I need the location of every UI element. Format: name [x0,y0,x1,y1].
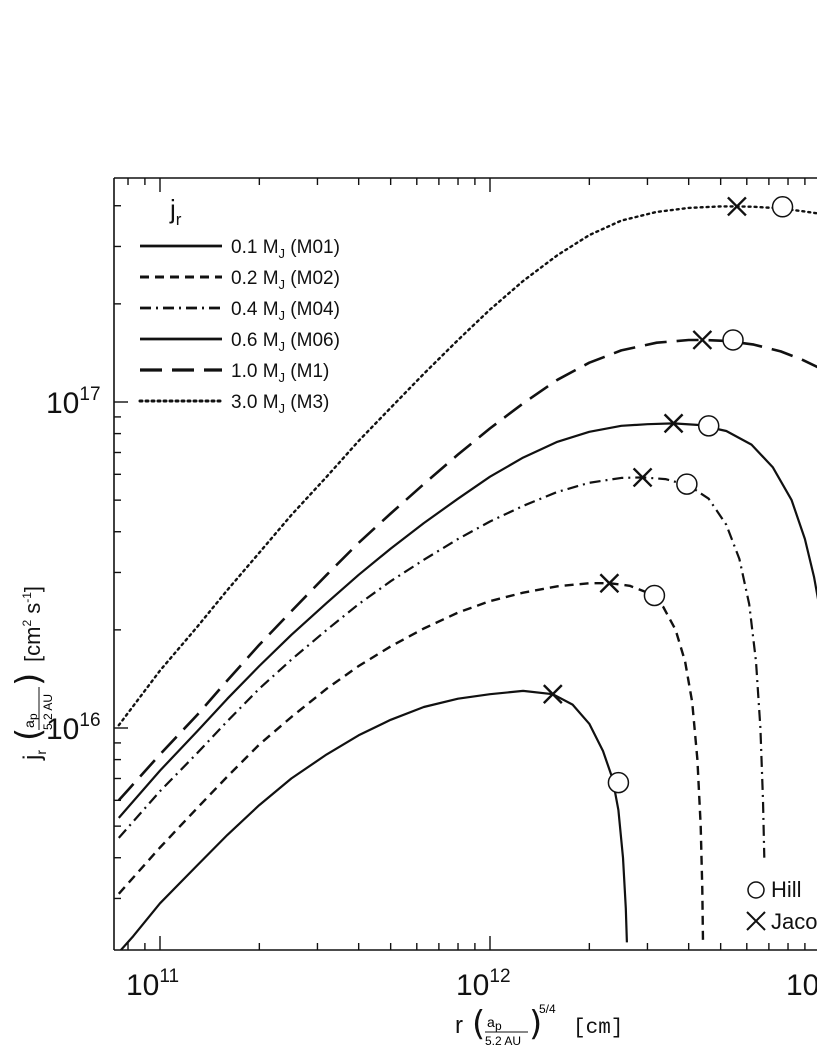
x-tick-label: 1011 [126,966,179,1002]
tick-labels: 1011 1012 10 1016 1017 [46,384,817,1002]
svg-text:p: p [495,1019,502,1033]
marker-legend: Hill Jaco [746,877,817,934]
svg-text:): ) [9,673,49,686]
hill-circle-marker [607,771,630,794]
series-line-2 [117,476,766,858]
svg-text:(: ( [9,728,49,741]
curve-markers [542,196,794,794]
legend-label-4: 1.0 MJ (M1) [231,361,329,385]
series-line-5 [117,205,817,727]
x-axis-label: r ( a p 5.2 AU ) 5/4 [cm] [455,1002,623,1048]
svg-text:[cm]: [cm] [573,1017,623,1040]
legend-title: jr [169,194,182,229]
data-series [117,205,817,950]
jacobi-cross-marker [632,467,653,488]
series-line-0 [119,689,628,950]
svg-text:p: p [26,713,40,720]
y-tick-label: 1016 [46,710,101,746]
jacobi-marker-legend-label: Jaco [771,909,817,934]
jacobi-cross-marker [727,196,747,217]
svg-text:): ) [529,1004,542,1044]
jacobi-cross-marker [599,573,620,594]
hill-circle-marker [676,473,698,495]
jacobi-cross-marker [692,330,713,350]
x-tick-label: 10 [786,969,817,1002]
legend-label-5: 3.0 MJ (M3) [231,392,329,416]
svg-text:5.2 AU: 5.2 AU [41,694,55,730]
svg-text:[cm2 s-1]: [cm2 s-1] [20,586,45,662]
jacobi-cross-marker [663,413,684,434]
series-line-4 [117,338,817,802]
legend-entries: 0.1 MJ (M01) 0.2 MJ (M02) 0.4 MJ (M04) 0.6 … [138,237,340,416]
hill-marker-legend-label: Hill [771,877,802,902]
jacobi-cross-marker [542,684,563,705]
svg-text:r: r [455,1012,463,1039]
x-tick-label: 1012 [456,966,511,1002]
hill-circle-marker [771,196,794,218]
hill-marker-legend-symbol [747,881,765,899]
legend-label-0: 0.1 MJ (M01) [231,237,340,261]
svg-text:a: a [487,1014,495,1030]
axis-ticks [114,178,806,950]
svg-text:jr: jr [19,750,49,761]
svg-text:5.2 AU: 5.2 AU [485,1034,521,1048]
y-axis-label: jr ( a p 5.2 AU ) [cm2 s-1] [9,586,55,761]
hill-circle-marker [697,415,720,437]
legend-label-3: 0.6 MJ (M06) [231,330,340,354]
legend: jr 0.1 MJ (M01)0.2 MJ (M02)0.4 MJ (M04)0… [138,194,340,416]
hill-circle-marker [643,584,666,607]
svg-text:5/4: 5/4 [539,1002,556,1016]
svg-text:(: ( [472,1004,485,1044]
plot-frame [113,177,817,951]
svg-text:a: a [21,720,37,728]
hill-circle-marker [722,329,744,351]
y-tick-label: 1017 [46,384,101,420]
series-line-3 [117,422,817,819]
jacobi-marker-legend-symbol [746,911,766,931]
legend-label-1: 0.2 MJ (M02) [231,268,340,292]
series-line-1 [117,582,705,943]
legend-label-2: 0.4 MJ (M04) [231,299,340,323]
